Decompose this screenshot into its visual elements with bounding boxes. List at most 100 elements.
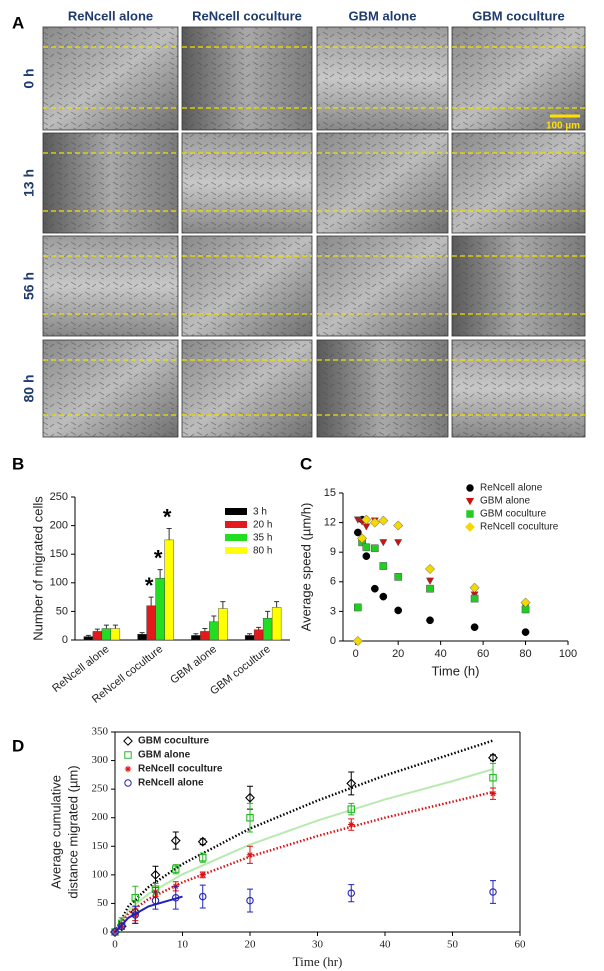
- data-point: [469, 582, 480, 593]
- legend-marker: [466, 510, 474, 518]
- legend-marker: [465, 497, 475, 506]
- data-point: [489, 790, 497, 797]
- data-point: [198, 892, 207, 901]
- error-bar: [211, 615, 217, 622]
- y-tick-label: 200: [92, 811, 109, 823]
- fit-curve: [113, 790, 494, 933]
- data-point: [379, 539, 388, 547]
- data-point: [199, 871, 206, 879]
- y-tick-label: 15: [324, 487, 336, 499]
- micrograph-texture: [317, 133, 448, 233]
- data-point: [352, 635, 363, 647]
- legend-marker: [465, 522, 475, 532]
- data-point: [394, 539, 403, 547]
- data-point: [520, 597, 531, 608]
- y-tick-label: 350: [92, 726, 109, 738]
- data-point: [357, 533, 368, 544]
- bar: [253, 629, 264, 641]
- y-tick-label: 150: [50, 548, 68, 560]
- data-point: [150, 869, 161, 880]
- y-axis-label: distance migrated (µm): [65, 765, 80, 898]
- bar: [218, 608, 228, 641]
- data-point: [346, 778, 357, 789]
- error-bar: [256, 626, 262, 630]
- bar: [146, 605, 156, 641]
- legend-label: ReNcell alone: [138, 778, 204, 789]
- data-point: [245, 792, 255, 803]
- legend-label: 20 h: [253, 520, 272, 531]
- y-tick-label: 6: [330, 576, 336, 588]
- significance-mark: *: [145, 573, 154, 598]
- error-bar: [220, 601, 226, 609]
- y-tick-label: 100: [50, 577, 68, 589]
- legend-marker: [124, 765, 132, 773]
- error-bar: [85, 634, 91, 637]
- micrograph-texture: [182, 133, 312, 233]
- data-point: [131, 893, 139, 902]
- error-bar: [103, 624, 109, 629]
- data-point: [470, 623, 479, 632]
- data-point: [347, 805, 355, 813]
- y-tick-label: 250: [50, 491, 68, 503]
- bar: [137, 634, 147, 641]
- error-bar: [199, 884, 206, 909]
- y-tick-label: 100: [92, 868, 109, 880]
- data-point: [394, 606, 403, 615]
- x-tick-label: 50: [447, 939, 459, 951]
- error-bar: [172, 831, 179, 850]
- micrograph-texture: [43, 236, 178, 336]
- panel-label: D: [12, 736, 24, 755]
- bar: [244, 635, 255, 641]
- data-point: [354, 603, 362, 612]
- error-bar: [247, 888, 253, 913]
- x-axis-label: Time (hr): [293, 954, 343, 969]
- data-point: [379, 592, 388, 601]
- bar: [92, 631, 103, 641]
- error-bar: [348, 771, 355, 796]
- x-tick-label: 60: [515, 939, 527, 951]
- data-point: [370, 544, 379, 553]
- legend-label: 80 h: [253, 546, 272, 557]
- data-point: [171, 894, 180, 902]
- error-bar: [348, 884, 355, 903]
- data-point: [378, 515, 389, 526]
- data-point: [362, 552, 371, 560]
- legend-marker: [466, 484, 474, 492]
- y-tick-label: 250: [92, 783, 109, 795]
- legend-marker: [124, 779, 132, 787]
- micrograph-texture: [452, 133, 585, 233]
- bar: [209, 621, 219, 641]
- error-bar: [247, 633, 253, 636]
- x-tick-label: 60: [477, 648, 489, 660]
- x-tick-label: 0: [112, 939, 118, 951]
- error-bar: [94, 628, 100, 632]
- micrograph-texture: [317, 236, 448, 336]
- legend-swatch: [225, 534, 247, 541]
- y-tick-label: 9: [330, 546, 336, 558]
- x-tick-label: 10: [177, 939, 189, 951]
- x-tick-label: 20: [392, 648, 404, 660]
- y-tick-label: 0: [62, 634, 68, 646]
- data-point: [393, 520, 404, 531]
- legend-label: 3 h: [253, 507, 267, 518]
- data-point: [197, 836, 208, 847]
- x-tick-label: 100: [559, 648, 577, 660]
- error-bar: [132, 905, 139, 924]
- micrograph-texture: [43, 133, 178, 233]
- data-point: [199, 853, 207, 862]
- micrograph-texture: [182, 340, 312, 437]
- bar: [262, 618, 273, 641]
- legend-label: GBM coculture: [480, 509, 547, 520]
- micrograph-texture: [452, 236, 585, 336]
- error-bar: [265, 610, 271, 619]
- y-tick-label: 50: [97, 897, 109, 909]
- scale-bar-label: 100 µm: [546, 121, 580, 132]
- error-bar: [348, 802, 355, 816]
- data-point: [370, 584, 379, 593]
- data-point: [426, 577, 435, 585]
- row-label: 13 h: [21, 169, 37, 197]
- error-bar: [157, 569, 163, 579]
- x-tick-label: 40: [435, 648, 447, 660]
- data-point: [361, 514, 372, 525]
- data-point: [488, 752, 498, 763]
